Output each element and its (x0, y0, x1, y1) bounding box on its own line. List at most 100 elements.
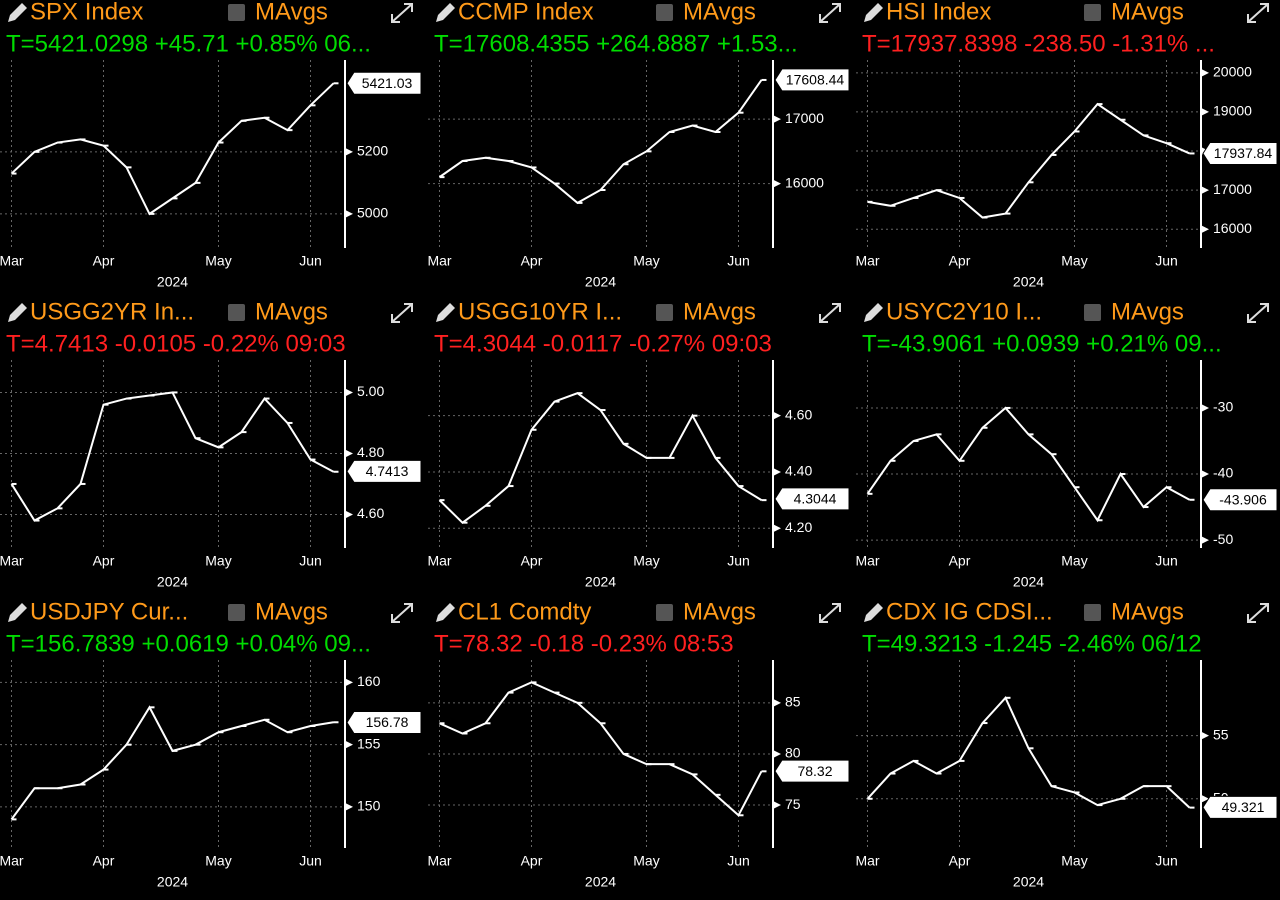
year-label: 2024 (157, 574, 188, 590)
y-tick (773, 749, 781, 758)
mavgs-checkbox[interactable] (656, 4, 673, 21)
price-line (10, 391, 334, 522)
legend-label: MAvgs (683, 0, 756, 25)
expand-icon[interactable] (391, 3, 413, 23)
y-tick (1201, 186, 1209, 195)
y-tick (773, 467, 781, 476)
year-label: 2024 (1013, 874, 1044, 890)
x-tick-label: Jun (1155, 853, 1178, 869)
mavgs-checkbox[interactable] (656, 604, 673, 621)
chart-panel: SPX Index MAvgs T=5421.0298 +45.71 +0.85% … (0, 0, 422, 290)
edit-icon[interactable] (436, 3, 455, 22)
x-tick-label: Apr (949, 253, 971, 269)
last-price-label: 4.3044 (794, 491, 837, 507)
edit-icon[interactable] (8, 603, 27, 622)
quote: T=17937.8398 -238.50 -1.31% ... (862, 30, 1215, 57)
y-tick (1201, 403, 1209, 412)
expand-icon[interactable] (1247, 603, 1269, 623)
chart-panel: HSI Index MAvgs T=17937.8398 -238.50 -1.31… (855, 0, 1278, 290)
y-tick-label: 5.00 (357, 383, 384, 399)
x-tick-label: Jun (299, 553, 322, 569)
chart-title: USDJPY Cur... (30, 598, 188, 625)
y-tick-label: 4.60 (785, 406, 812, 422)
x-tick-label: Jun (727, 253, 750, 269)
x-tick-label: Apr (93, 253, 115, 269)
year-label: 2024 (585, 574, 616, 590)
y-tick (773, 115, 781, 124)
mavgs-checkbox[interactable] (1084, 604, 1101, 621)
y-tick (1201, 470, 1209, 479)
edit-icon[interactable] (8, 3, 27, 22)
price-line (10, 82, 335, 216)
price-line (10, 705, 334, 820)
edit-icon[interactable] (864, 303, 883, 322)
x-tick-label: Mar (855, 253, 879, 269)
mavgs-checkbox[interactable] (228, 604, 245, 621)
x-tick-label: Mar (855, 853, 879, 869)
y-tick-label: 150 (357, 798, 381, 814)
mavgs-checkbox[interactable] (228, 4, 245, 21)
x-tick-label: May (205, 553, 231, 569)
mavgs-checkbox[interactable] (1084, 304, 1101, 321)
edit-icon[interactable] (436, 303, 455, 322)
edit-icon[interactable] (864, 3, 883, 22)
chart-panel: CCMP Index MAvgs T=17608.4355 +264.8887 +1… (427, 0, 850, 290)
expand-icon[interactable] (819, 603, 841, 623)
last-price-tag (346, 711, 422, 735)
price-line (866, 696, 1191, 809)
quote: T=78.32 -0.18 -0.23% 08:53 (434, 630, 734, 657)
y-tick-label: 20000 (1213, 64, 1252, 80)
x-tick-label: Apr (949, 853, 971, 869)
y-tick (773, 411, 781, 420)
x-tick-label: Jun (1155, 553, 1178, 569)
expand-icon[interactable] (391, 303, 413, 323)
chart-panel: USYC2Y10 I... MAvgs T=-43.9061 +0.0939 +0.… (855, 298, 1278, 590)
price-line (439, 681, 763, 817)
legend-label: MAvgs (255, 598, 328, 625)
edit-icon[interactable] (8, 303, 27, 322)
year-label: 2024 (585, 274, 616, 290)
expand-icon[interactable] (819, 303, 841, 323)
x-tick-label: May (633, 853, 659, 869)
chart-title: HSI Index (886, 0, 991, 25)
quote: T=5421.0298 +45.71 +0.85% 06... (6, 30, 371, 57)
mavgs-checkbox[interactable] (656, 304, 673, 321)
price-line (438, 79, 763, 205)
chart-title: SPX Index (30, 0, 143, 25)
y-tick-label: 4.40 (785, 463, 812, 479)
last-price-tag (774, 68, 850, 92)
expand-icon[interactable] (1247, 3, 1269, 23)
y-tick (773, 698, 781, 707)
y-tick-label: 5200 (357, 143, 388, 159)
y-tick (773, 524, 781, 533)
edit-icon[interactable] (864, 603, 883, 622)
x-tick-label: Jun (1155, 253, 1178, 269)
expand-icon[interactable] (819, 3, 841, 23)
legend-label: MAvgs (1111, 298, 1184, 325)
price-line (438, 392, 763, 524)
expand-icon[interactable] (391, 603, 413, 623)
quote: T=-43.9061 +0.0939 +0.21% 09... (862, 330, 1222, 357)
y-tick (1201, 68, 1209, 77)
quote: T=4.3044 -0.0117 -0.27% 09:03 (434, 330, 772, 357)
x-tick-label: Mar (0, 553, 24, 569)
x-tick-label: Jun (727, 553, 750, 569)
mavgs-checkbox[interactable] (228, 304, 245, 321)
price-line (866, 406, 1190, 523)
y-tick (345, 147, 353, 156)
x-tick-label: Jun (299, 253, 322, 269)
y-tick-label: 17000 (1213, 181, 1252, 197)
y-tick-label: 4.60 (357, 505, 384, 521)
x-tick-label: May (205, 253, 231, 269)
y-tick (1201, 794, 1209, 803)
last-price-label: 17608.44 (786, 72, 845, 88)
expand-icon[interactable] (1247, 303, 1269, 323)
y-tick-label: 160 (357, 673, 381, 689)
last-price-tag (774, 487, 850, 511)
edit-icon[interactable] (436, 603, 455, 622)
mavgs-checkbox[interactable] (1084, 4, 1101, 21)
last-price-label: -43.906 (1219, 492, 1267, 508)
x-tick-label: Jun (299, 853, 322, 869)
x-tick-label: Mar (427, 553, 451, 569)
y-tick-label: -30 (1213, 399, 1233, 415)
